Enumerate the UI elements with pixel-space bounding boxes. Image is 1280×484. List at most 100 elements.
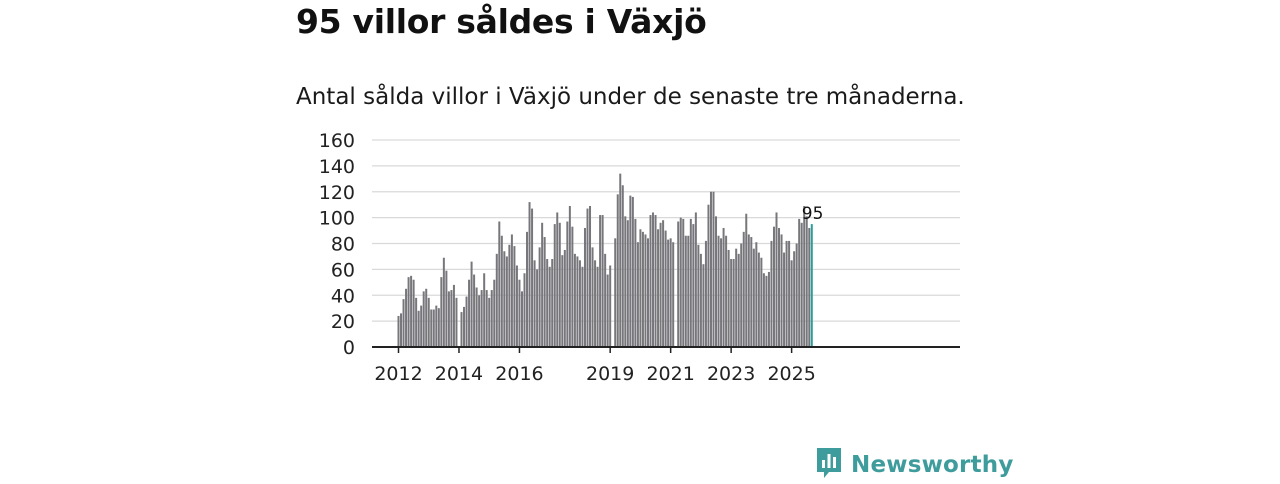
bar (687, 235, 690, 347)
bar (707, 204, 710, 347)
bar (639, 229, 642, 347)
bar (478, 295, 481, 347)
bar (493, 279, 496, 347)
bar (747, 234, 750, 347)
y-tick-label: 100 (319, 208, 355, 230)
bar (689, 218, 692, 347)
brand-name: Newsworthy (851, 452, 1014, 478)
bar (538, 247, 541, 347)
x-tick-label: 2021 (646, 363, 694, 385)
bar (750, 237, 753, 347)
bar (400, 313, 403, 347)
bar (450, 290, 453, 347)
x-tick-label: 2023 (707, 363, 755, 385)
bar (518, 279, 521, 347)
bar (556, 212, 559, 347)
bar (505, 256, 508, 347)
bar (770, 240, 773, 347)
bar (563, 249, 566, 347)
bar (435, 305, 438, 347)
axes: 0 20 40 60 80 100 120 140 160 95 2012 2014 2016 2019 2… (319, 130, 960, 385)
bar (410, 275, 413, 347)
bar (795, 243, 798, 347)
bar (460, 312, 463, 347)
bar (558, 222, 561, 347)
bar (616, 194, 619, 347)
bar (722, 227, 725, 347)
bar (652, 212, 655, 347)
y-tick-label: 80 (331, 234, 355, 256)
bar (684, 235, 687, 347)
bar (581, 266, 584, 347)
bar (715, 216, 718, 347)
y-tick-label: 20 (331, 311, 355, 333)
bar (576, 256, 579, 347)
bar (702, 264, 705, 347)
bar (783, 252, 786, 347)
bar (583, 227, 586, 347)
bar (455, 297, 458, 347)
bar (568, 205, 571, 347)
bar (646, 238, 649, 347)
bar (672, 242, 675, 347)
bar (614, 238, 617, 347)
bar (463, 306, 466, 347)
bar (578, 260, 581, 347)
y-tick-label: 0 (343, 337, 355, 359)
bar (800, 222, 803, 347)
bar (667, 239, 670, 347)
bar (531, 208, 534, 347)
bar (697, 244, 700, 347)
chart-subtitle: Antal sålda villor i Växjö under de sena… (296, 84, 965, 110)
x-tick-label: 2016 (495, 363, 543, 385)
bar (725, 235, 728, 347)
bar (589, 205, 592, 347)
bar (682, 218, 685, 347)
bar (732, 259, 735, 347)
y-tick-label: 140 (319, 156, 355, 178)
bar (573, 253, 576, 347)
bar (808, 227, 811, 347)
bar (440, 277, 443, 347)
bar (430, 309, 433, 347)
bar (803, 205, 806, 347)
bar (407, 277, 410, 347)
bar (536, 269, 539, 347)
bar (561, 255, 564, 347)
x-tick-label: 2014 (435, 363, 483, 385)
bar (495, 253, 498, 347)
bar (473, 274, 476, 347)
bar (654, 215, 657, 347)
bar-series (397, 173, 813, 347)
bar (485, 290, 488, 347)
bar (717, 235, 720, 347)
bar (601, 215, 604, 347)
bar (775, 212, 778, 347)
bar (591, 247, 594, 347)
highlight-bar (810, 224, 813, 347)
bar (730, 259, 733, 347)
bar (596, 266, 599, 347)
bar (586, 208, 589, 347)
newsworthy-brand: Newsworthy (815, 446, 1014, 484)
bar (735, 248, 738, 347)
bar (397, 315, 400, 347)
bar (513, 246, 516, 347)
bar (515, 265, 518, 347)
bar (417, 310, 420, 347)
bar (621, 185, 624, 347)
bar (669, 238, 672, 347)
bar (720, 238, 723, 347)
y-tick-label: 160 (319, 130, 355, 152)
bar (798, 218, 801, 347)
bar (662, 220, 665, 347)
bar (659, 222, 662, 347)
bar (480, 290, 483, 347)
bar (488, 297, 491, 347)
bar (780, 234, 783, 347)
bar (757, 252, 760, 347)
bar (604, 253, 607, 347)
bar-chart-logo-icon (815, 446, 843, 484)
bar (649, 215, 652, 347)
bar (704, 240, 707, 347)
